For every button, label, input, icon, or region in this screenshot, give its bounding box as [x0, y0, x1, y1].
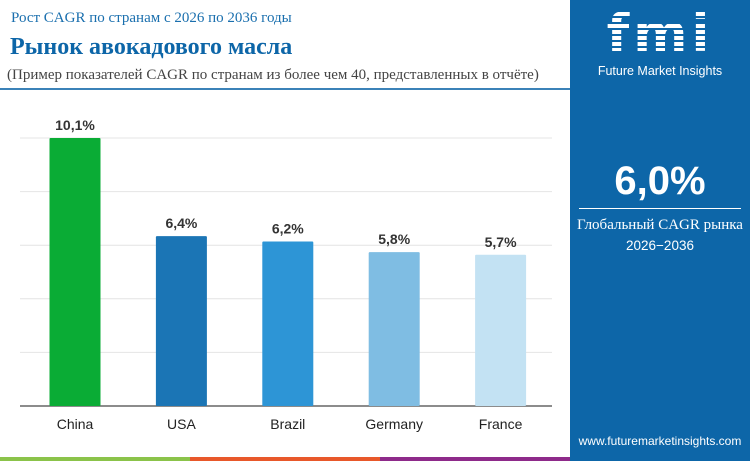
- fmi-logo: fmi Future Market Insights: [570, 6, 750, 79]
- data-label: 6,4%: [165, 215, 197, 231]
- global-cagr-caption: Глобальный CAGR рынка 2026−2036: [570, 216, 750, 255]
- x-tick-label: Brazil: [270, 416, 305, 432]
- data-label: 5,8%: [378, 231, 410, 247]
- data-label: 5,7%: [485, 234, 517, 250]
- header-divider: [0, 88, 570, 90]
- x-tick-label: USA: [167, 416, 196, 432]
- chart-subtitle: Рост CAGR по странам с 2026 по 2036 годы: [11, 10, 292, 26]
- bar-brazil: [262, 241, 314, 406]
- panel-divider: [579, 208, 741, 209]
- logo-letters: fmi: [606, 4, 714, 64]
- brand-name: Future Market Insights: [597, 64, 723, 78]
- global-cagr-label: Глобальный CAGR рынка: [577, 217, 743, 233]
- bar-chart: 10,1% China 6,4% USA 6,2% Brazil 5,8% Germany 5,…: [20, 117, 552, 432]
- bar-germany: [368, 252, 420, 406]
- data-label: 10,1%: [55, 117, 95, 133]
- x-tick-label: Germany: [365, 416, 423, 432]
- stripe-orange: [190, 457, 380, 461]
- x-tick-label: France: [479, 416, 523, 432]
- chart-title: Рынок авокадового масла: [10, 34, 293, 60]
- website-link[interactable]: www.futuremarketinsights.com: [578, 434, 742, 448]
- global-cagr-period: 2026−2036: [626, 238, 694, 253]
- data-label: 6,2%: [272, 220, 304, 236]
- side-panel: fmi Future Market Insights 6,0% Глобальн…: [570, 0, 750, 461]
- stripe-purple: [380, 457, 570, 461]
- bar-usa: [155, 236, 207, 406]
- x-tick-label: China: [57, 416, 94, 432]
- chart-note: (Пример показателей CAGR по странам из б…: [7, 67, 539, 83]
- bar-china: [49, 138, 101, 406]
- bar-france: [475, 254, 527, 406]
- stripe-green: [0, 457, 190, 461]
- global-cagr-value: 6,0%: [614, 159, 706, 203]
